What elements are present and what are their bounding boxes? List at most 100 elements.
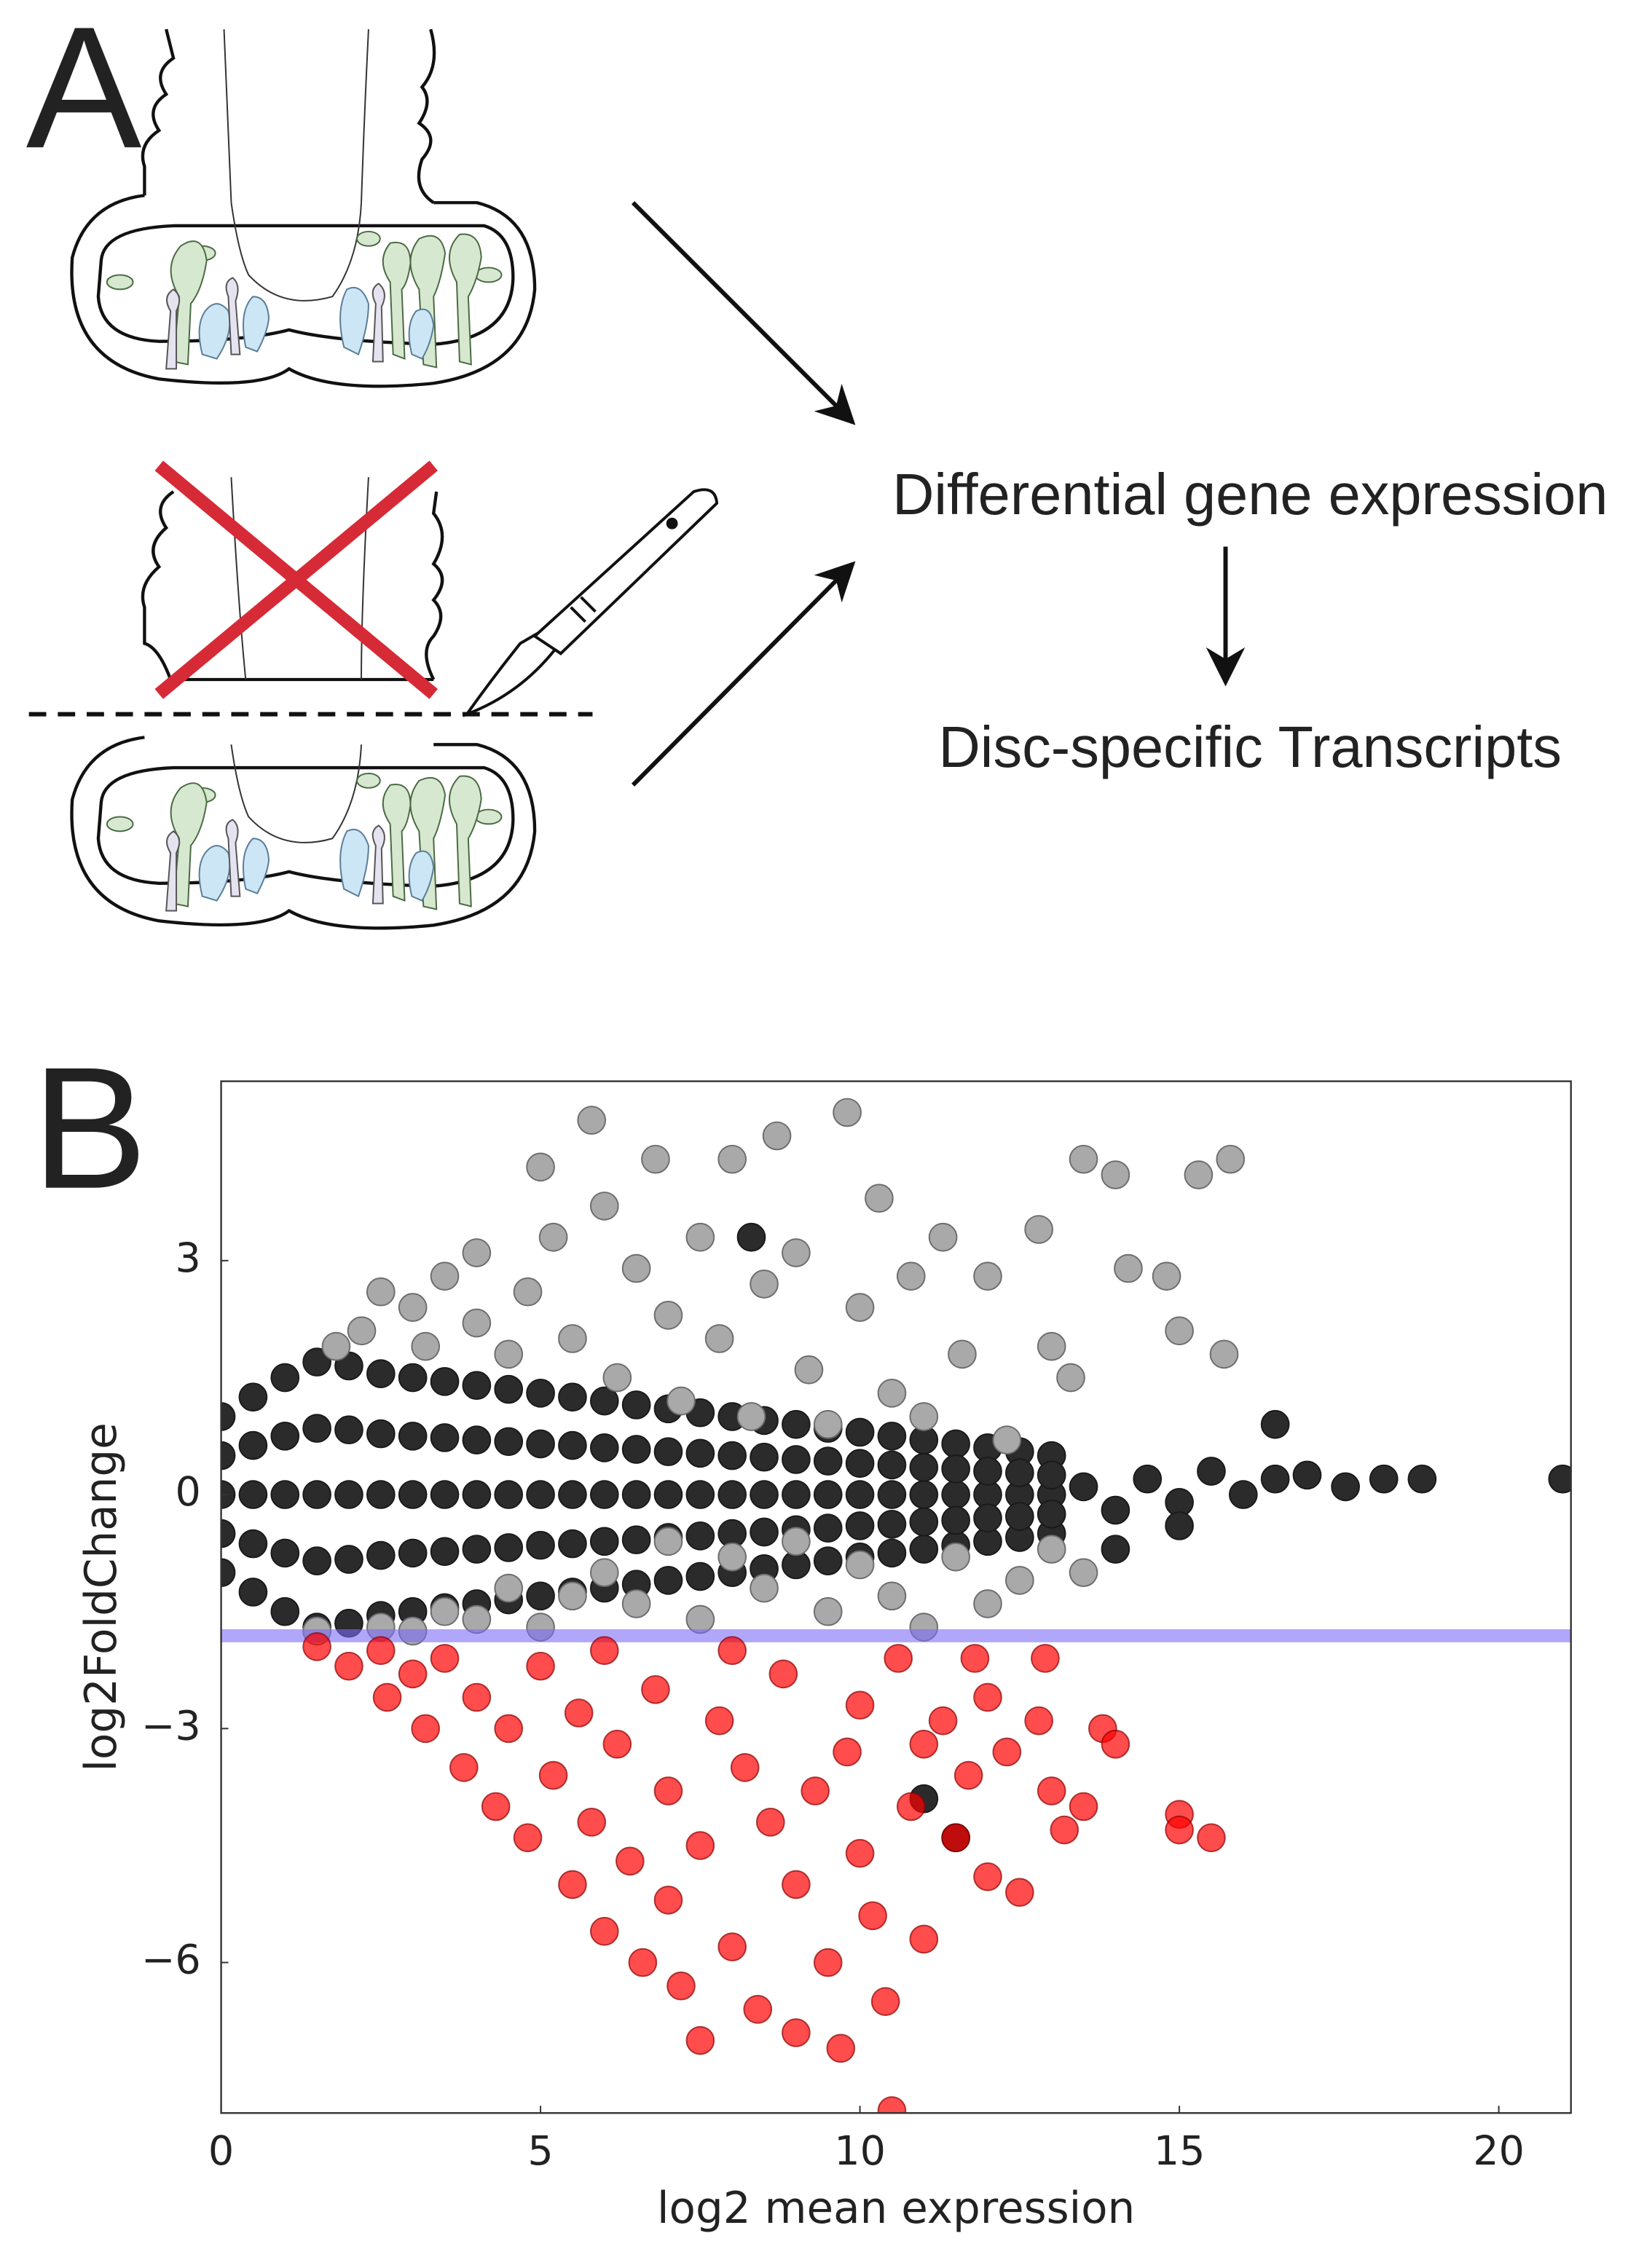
point bbox=[538, 1222, 568, 1252]
panel-label: B bbox=[32, 1031, 148, 1225]
stalk-lumen bbox=[223, 29, 369, 203]
point bbox=[704, 1324, 734, 1353]
point bbox=[221, 1441, 236, 1470]
point bbox=[411, 1714, 441, 1744]
point bbox=[782, 1480, 811, 1509]
point bbox=[1228, 1480, 1258, 1509]
point bbox=[430, 1261, 460, 1291]
x-tick-label: 0 bbox=[208, 2127, 234, 2175]
point bbox=[494, 1339, 524, 1369]
point bbox=[221, 1402, 236, 1431]
point bbox=[411, 1331, 441, 1361]
point bbox=[653, 1566, 683, 1595]
point bbox=[941, 1542, 970, 1572]
x-tick-label: 5 bbox=[527, 2127, 553, 2175]
y-tick-label: −6 bbox=[141, 1937, 201, 1984]
point bbox=[845, 1293, 875, 1322]
point bbox=[960, 1644, 990, 1673]
point bbox=[628, 1948, 658, 1977]
point bbox=[430, 1480, 460, 1509]
point bbox=[526, 1480, 555, 1509]
point bbox=[865, 1184, 894, 1213]
point bbox=[602, 1363, 632, 1393]
x-axis-title: log2 mean expression bbox=[657, 2184, 1135, 2234]
point bbox=[801, 1776, 830, 1806]
point bbox=[813, 1948, 843, 1977]
point bbox=[334, 1480, 363, 1509]
point bbox=[462, 1535, 492, 1564]
point bbox=[558, 1581, 587, 1611]
point bbox=[1005, 1458, 1034, 1487]
point bbox=[948, 1339, 977, 1369]
point bbox=[1114, 1253, 1143, 1283]
point bbox=[589, 1480, 619, 1509]
point bbox=[589, 1636, 619, 1666]
panel-label: A bbox=[26, 0, 142, 184]
point bbox=[1101, 1729, 1130, 1759]
point bbox=[845, 1511, 875, 1540]
y-tick-label: −3 bbox=[141, 1702, 201, 1749]
point bbox=[221, 1519, 236, 1548]
point bbox=[666, 1386, 696, 1416]
point bbox=[589, 1527, 619, 1556]
y-axis-title: log2FoldChange bbox=[76, 1422, 127, 1771]
point bbox=[928, 1222, 958, 1252]
point bbox=[616, 1846, 645, 1876]
point bbox=[238, 1480, 268, 1509]
point bbox=[1005, 1566, 1034, 1595]
point bbox=[1331, 1472, 1360, 1502]
point bbox=[1069, 1792, 1098, 1822]
point bbox=[513, 1823, 543, 1853]
point bbox=[755, 1807, 785, 1837]
point bbox=[909, 1924, 939, 1954]
point bbox=[750, 1442, 779, 1472]
point bbox=[430, 1644, 460, 1673]
point bbox=[462, 1308, 492, 1338]
point bbox=[845, 1480, 875, 1509]
point bbox=[750, 1517, 779, 1547]
point bbox=[941, 1480, 970, 1509]
point bbox=[877, 1538, 907, 1568]
point bbox=[1292, 1460, 1322, 1490]
point bbox=[621, 1589, 651, 1618]
point bbox=[462, 1682, 492, 1712]
point bbox=[494, 1427, 524, 1457]
point bbox=[589, 1433, 619, 1462]
point bbox=[1037, 1776, 1066, 1806]
point bbox=[1133, 1464, 1163, 1494]
point bbox=[941, 1429, 970, 1459]
arrow bbox=[631, 201, 856, 425]
point bbox=[1152, 1261, 1181, 1291]
point bbox=[270, 1480, 300, 1509]
step-label: Disc-specific Transcripts bbox=[939, 714, 1562, 779]
point bbox=[896, 1792, 926, 1822]
point bbox=[372, 1682, 402, 1712]
point bbox=[462, 1425, 492, 1454]
point bbox=[494, 1533, 524, 1562]
point bbox=[577, 1807, 607, 1837]
point bbox=[621, 1480, 651, 1509]
point bbox=[973, 1457, 1002, 1486]
disc bbox=[71, 737, 535, 928]
point bbox=[238, 1529, 268, 1559]
point bbox=[462, 1238, 492, 1267]
point bbox=[302, 1414, 331, 1443]
point bbox=[430, 1423, 460, 1452]
point bbox=[1216, 1144, 1246, 1174]
point bbox=[1260, 1464, 1290, 1494]
point bbox=[813, 1409, 843, 1439]
point bbox=[877, 1450, 907, 1480]
point bbox=[717, 1144, 747, 1174]
point bbox=[896, 1261, 926, 1291]
point bbox=[782, 2018, 811, 2047]
point bbox=[768, 1659, 798, 1689]
x-tick-label: 15 bbox=[1154, 2127, 1206, 2175]
point bbox=[666, 1971, 696, 2001]
stalk bbox=[141, 28, 436, 205]
point bbox=[577, 1106, 607, 1135]
point bbox=[558, 1529, 587, 1559]
point bbox=[526, 1152, 555, 1182]
panel-b: B log2 mean expression log2FoldChange 0 5… bbox=[32, 1031, 1572, 2234]
point bbox=[685, 1521, 715, 1551]
